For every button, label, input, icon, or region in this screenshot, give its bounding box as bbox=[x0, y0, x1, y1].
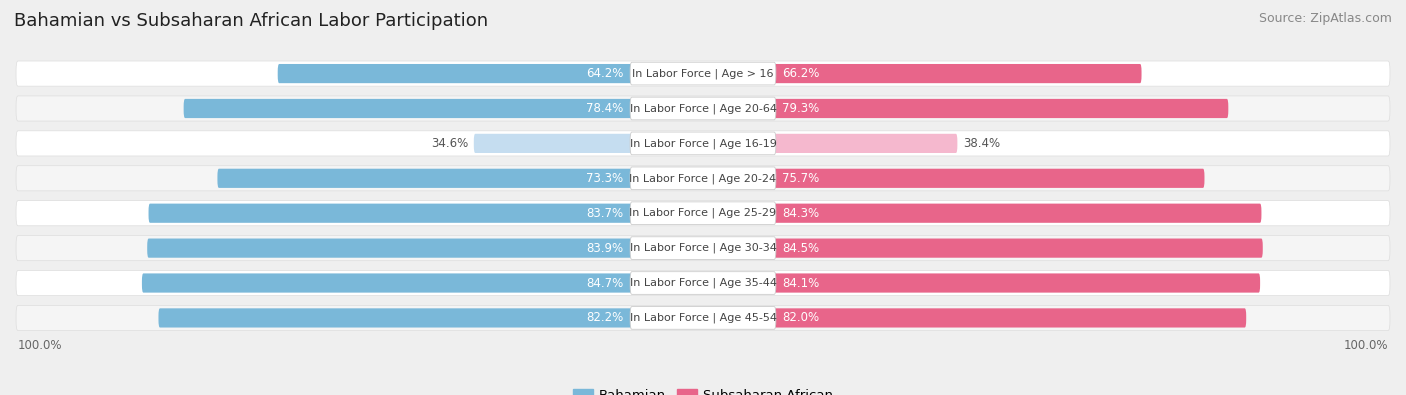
Text: 83.9%: 83.9% bbox=[586, 242, 623, 255]
FancyBboxPatch shape bbox=[630, 132, 776, 155]
FancyBboxPatch shape bbox=[703, 169, 1205, 188]
Text: 38.4%: 38.4% bbox=[963, 137, 1000, 150]
FancyBboxPatch shape bbox=[474, 134, 703, 153]
Text: 84.7%: 84.7% bbox=[586, 276, 623, 290]
Text: 84.1%: 84.1% bbox=[783, 276, 820, 290]
Text: 100.0%: 100.0% bbox=[1344, 339, 1389, 352]
Text: 84.3%: 84.3% bbox=[783, 207, 820, 220]
FancyBboxPatch shape bbox=[630, 167, 776, 190]
FancyBboxPatch shape bbox=[15, 305, 1391, 331]
FancyBboxPatch shape bbox=[630, 97, 776, 120]
Text: 78.4%: 78.4% bbox=[586, 102, 623, 115]
FancyBboxPatch shape bbox=[15, 201, 1391, 226]
FancyBboxPatch shape bbox=[15, 131, 1391, 156]
Text: In Labor Force | Age 20-64: In Labor Force | Age 20-64 bbox=[630, 103, 776, 114]
FancyBboxPatch shape bbox=[703, 64, 1142, 83]
Text: 66.2%: 66.2% bbox=[783, 67, 820, 80]
Text: In Labor Force | Age 20-24: In Labor Force | Age 20-24 bbox=[630, 173, 776, 184]
FancyBboxPatch shape bbox=[703, 273, 1260, 293]
FancyBboxPatch shape bbox=[159, 308, 703, 327]
FancyBboxPatch shape bbox=[15, 96, 1391, 121]
FancyBboxPatch shape bbox=[148, 239, 703, 258]
FancyBboxPatch shape bbox=[184, 99, 703, 118]
FancyBboxPatch shape bbox=[15, 271, 1391, 295]
Text: 84.5%: 84.5% bbox=[783, 242, 820, 255]
FancyBboxPatch shape bbox=[278, 64, 703, 83]
FancyBboxPatch shape bbox=[703, 239, 1263, 258]
Text: 82.0%: 82.0% bbox=[783, 311, 820, 324]
FancyBboxPatch shape bbox=[15, 235, 1391, 261]
FancyBboxPatch shape bbox=[703, 134, 957, 153]
FancyBboxPatch shape bbox=[630, 62, 776, 85]
FancyBboxPatch shape bbox=[218, 169, 703, 188]
Text: In Labor Force | Age 25-29: In Labor Force | Age 25-29 bbox=[630, 208, 776, 218]
FancyBboxPatch shape bbox=[630, 237, 776, 260]
Text: In Labor Force | Age 35-44: In Labor Force | Age 35-44 bbox=[630, 278, 776, 288]
Text: Source: ZipAtlas.com: Source: ZipAtlas.com bbox=[1258, 12, 1392, 25]
Text: In Labor Force | Age 45-54: In Labor Force | Age 45-54 bbox=[630, 313, 776, 323]
Legend: Bahamian, Subsaharan African: Bahamian, Subsaharan African bbox=[568, 384, 838, 395]
FancyBboxPatch shape bbox=[703, 308, 1246, 327]
FancyBboxPatch shape bbox=[630, 202, 776, 224]
FancyBboxPatch shape bbox=[703, 99, 1229, 118]
Text: 100.0%: 100.0% bbox=[17, 339, 62, 352]
Text: 34.6%: 34.6% bbox=[432, 137, 468, 150]
FancyBboxPatch shape bbox=[149, 203, 703, 223]
FancyBboxPatch shape bbox=[15, 61, 1391, 86]
Text: 75.7%: 75.7% bbox=[783, 172, 820, 185]
FancyBboxPatch shape bbox=[15, 166, 1391, 191]
Text: In Labor Force | Age 16-19: In Labor Force | Age 16-19 bbox=[630, 138, 776, 149]
Text: 79.3%: 79.3% bbox=[783, 102, 820, 115]
Text: 82.2%: 82.2% bbox=[586, 311, 623, 324]
Text: In Labor Force | Age > 16: In Labor Force | Age > 16 bbox=[633, 68, 773, 79]
Text: Bahamian vs Subsaharan African Labor Participation: Bahamian vs Subsaharan African Labor Par… bbox=[14, 12, 488, 30]
Text: 83.7%: 83.7% bbox=[586, 207, 623, 220]
FancyBboxPatch shape bbox=[630, 307, 776, 329]
FancyBboxPatch shape bbox=[142, 273, 703, 293]
FancyBboxPatch shape bbox=[630, 272, 776, 294]
Text: In Labor Force | Age 30-34: In Labor Force | Age 30-34 bbox=[630, 243, 776, 253]
Text: 64.2%: 64.2% bbox=[586, 67, 623, 80]
Text: 73.3%: 73.3% bbox=[586, 172, 623, 185]
FancyBboxPatch shape bbox=[703, 203, 1261, 223]
